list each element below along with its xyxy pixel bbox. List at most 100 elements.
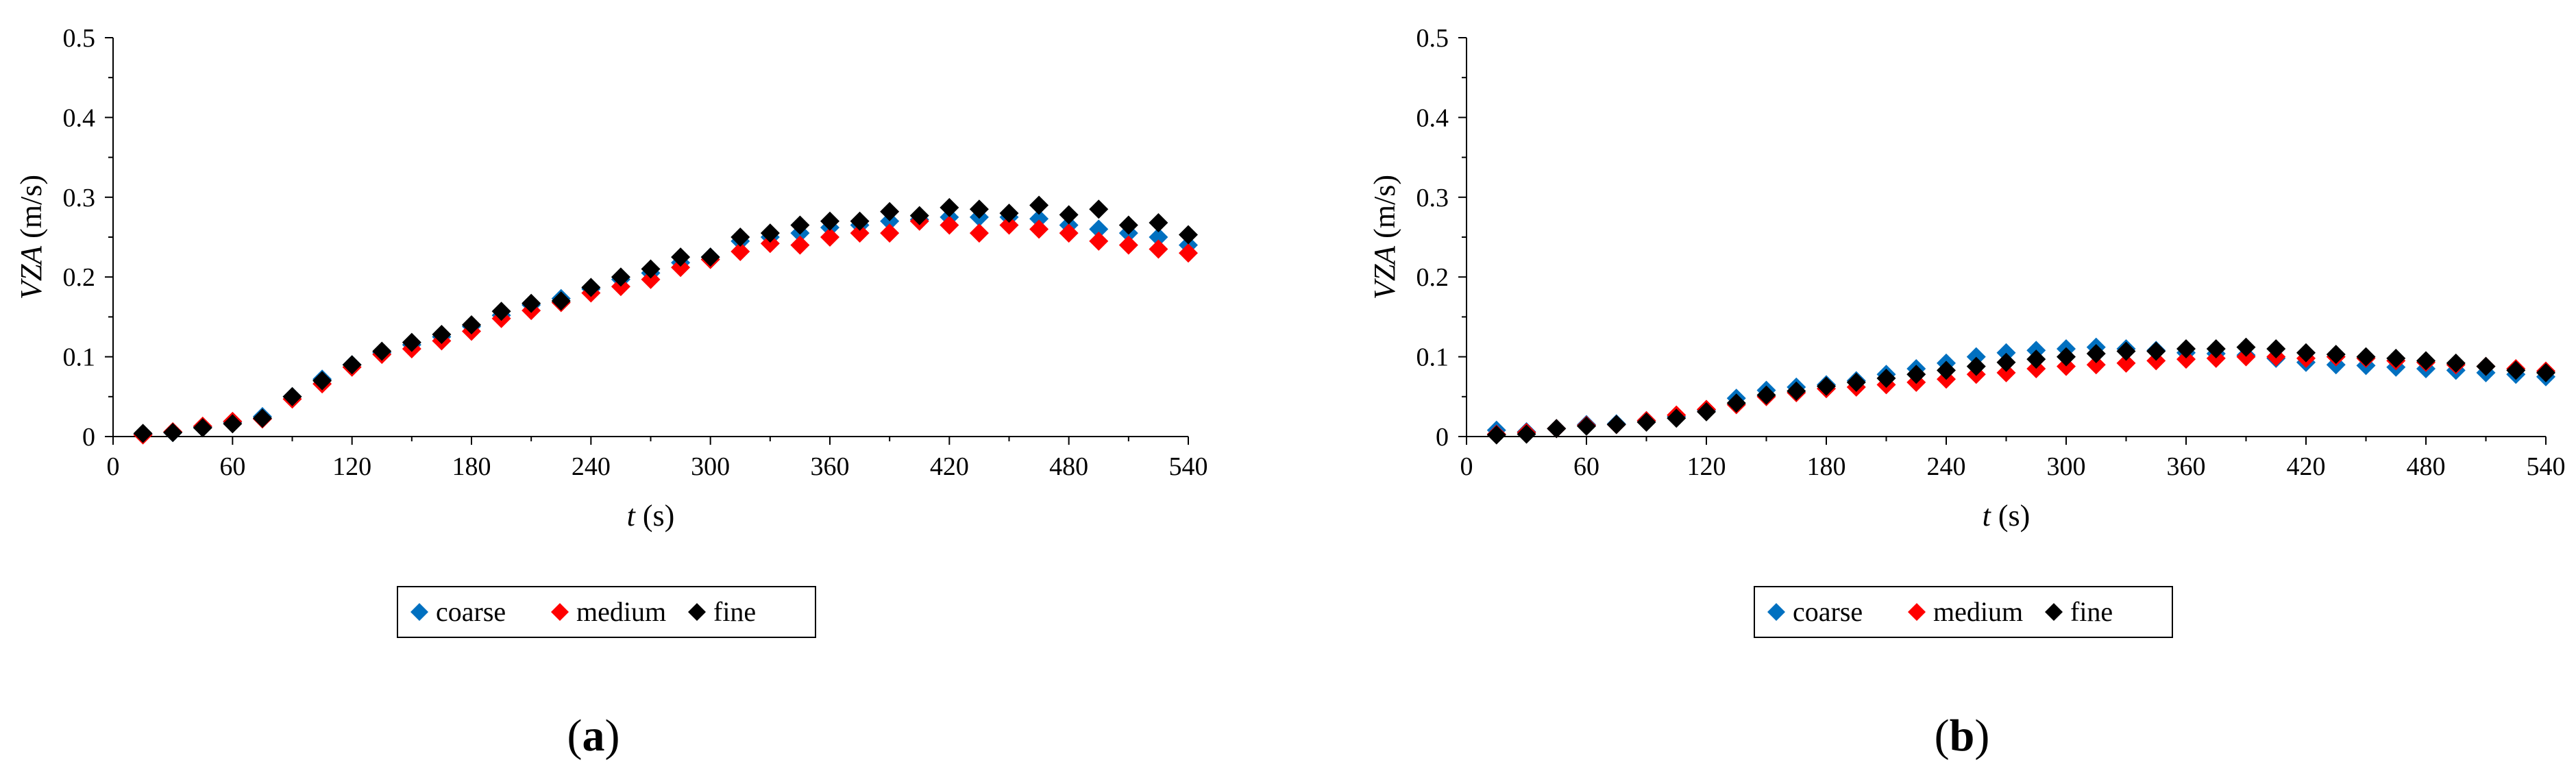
data-point-fine — [611, 267, 630, 287]
data-point-medium — [2086, 355, 2106, 375]
y-tick-label: 0 — [82, 423, 95, 452]
x-tick-label: 240 — [572, 452, 611, 481]
x-axis-title: t (s) — [1983, 499, 2031, 532]
data-point-medium — [1029, 219, 1049, 239]
legend-marker-fine — [2045, 603, 2063, 621]
series-fine — [1486, 337, 2555, 445]
data-point-fine — [1937, 360, 1956, 380]
y-tick-label: 0.4 — [1416, 103, 1449, 132]
x-tick-label: 60 — [1573, 452, 1599, 481]
data-point-medium — [880, 223, 900, 243]
data-point-medium — [940, 215, 959, 235]
y-tick-label: 0.2 — [63, 263, 96, 292]
data-point-fine — [402, 332, 421, 352]
data-point-medium — [790, 235, 810, 255]
data-point-fine — [641, 259, 661, 279]
chart-panel-a: 0 0.1 0.2 0.3 0.4 0.5 0 60 120 180 240 300 360 420 480… — [14, 24, 1208, 761]
data-point-fine — [909, 206, 929, 225]
data-point-fine — [2116, 341, 2136, 361]
x-tick-label: 360 — [811, 452, 850, 481]
legend-label-fine: fine — [2070, 596, 2113, 627]
data-point-fine — [2536, 363, 2555, 382]
data-point-fine — [1577, 416, 1596, 436]
legend-box — [1754, 586, 2173, 638]
data-point-fine — [252, 408, 272, 428]
data-point-fine — [700, 247, 720, 267]
data-point-fine — [790, 215, 810, 235]
data-point-fine — [2446, 353, 2466, 373]
data-point-fine — [820, 211, 839, 231]
data-point-medium — [1179, 243, 1198, 263]
data-point-medium — [969, 223, 989, 243]
data-point-fine — [1089, 199, 1109, 219]
data-point-fine — [193, 418, 212, 438]
x-tick-label: 480 — [2407, 452, 2446, 481]
data-point-fine — [1966, 356, 1986, 376]
x-tick-label: 120 — [332, 452, 371, 481]
data-point-fine — [969, 199, 989, 219]
x-tick-label: 540 — [1169, 452, 1208, 481]
x-tick-label: 180 — [452, 452, 491, 481]
x-tick-label: 0 — [107, 452, 120, 481]
data-point-medium — [641, 269, 661, 289]
data-point-fine — [522, 293, 541, 313]
data-point-fine — [1876, 369, 1896, 389]
data-point-fine — [462, 315, 481, 335]
x-tick-label: 300 — [691, 452, 730, 481]
data-point-fine — [491, 302, 511, 321]
legend-label-fine: fine — [713, 596, 756, 627]
x-tick-label: 0 — [1460, 452, 1473, 481]
x-tick-label: 420 — [930, 452, 969, 481]
data-point-medium — [760, 234, 780, 254]
data-point-fine — [1517, 424, 1536, 444]
data-point-fine — [432, 325, 452, 345]
data-point-fine — [342, 355, 362, 375]
data-point-medium — [1149, 239, 1168, 259]
data-point-fine — [223, 414, 243, 434]
x-tick-label: 480 — [1049, 452, 1088, 481]
data-point-fine — [1697, 402, 1716, 421]
data-point-medium — [850, 223, 870, 243]
data-point-medium — [2176, 350, 2196, 369]
data-point-fine — [2146, 341, 2166, 361]
x-tick-label: 360 — [2167, 452, 2206, 481]
data-point-fine — [2266, 339, 2286, 358]
data-point-fine — [1756, 385, 1776, 405]
x-tick-label: 120 — [1687, 452, 1726, 481]
data-point-medium — [731, 241, 750, 261]
y-tick-label: 0.4 — [63, 103, 96, 132]
data-point-medium — [1996, 363, 2016, 382]
y-tick-label: 0.5 — [1416, 24, 1449, 53]
x-tick-label: 420 — [2287, 452, 2326, 481]
data-point-fine — [2057, 347, 2076, 367]
x-tick-label: 60 — [219, 452, 245, 481]
data-point-fine — [1726, 393, 1746, 413]
data-point-fine — [551, 291, 571, 311]
data-point-fine — [372, 341, 392, 361]
x-axis-title: t (s) — [627, 499, 675, 532]
legend-marker-medium — [1908, 603, 1926, 621]
data-point-fine — [880, 201, 900, 221]
data-point-coarse — [1089, 219, 1109, 239]
data-point-coarse — [1029, 209, 1049, 229]
legend-label-medium: medium — [1933, 596, 2023, 627]
y-tick-label: 0.1 — [63, 343, 96, 372]
y-tick-label: 0.5 — [63, 24, 96, 53]
data-point-medium — [820, 228, 839, 247]
panel-label: (a) — [567, 711, 620, 761]
data-point-fine — [1029, 195, 1049, 215]
legend-label-coarse: coarse — [436, 596, 506, 627]
data-point-fine — [2026, 350, 2046, 369]
legend-marker-fine — [688, 603, 706, 621]
data-point-medium — [1059, 223, 1079, 243]
data-point-fine — [312, 371, 332, 391]
data-point-fine — [581, 278, 601, 297]
data-point-fine — [2086, 343, 2106, 363]
legend-marker-coarse — [1767, 603, 1785, 621]
data-point-fine — [1846, 372, 1866, 392]
data-point-fine — [2206, 339, 2226, 358]
data-point-fine — [1606, 415, 1626, 434]
chart-panel-b: 0 0.1 0.2 0.3 0.4 0.5 0 60 120 180 240 300 360 420 480… — [1368, 24, 2566, 761]
data-point-fine — [671, 247, 691, 267]
